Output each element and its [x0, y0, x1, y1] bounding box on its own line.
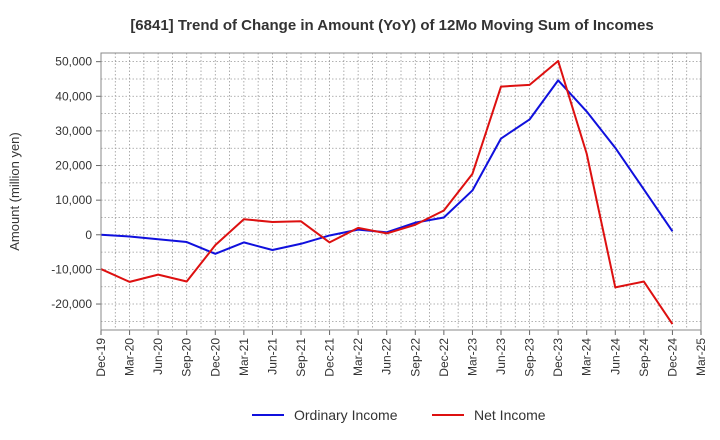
legend: Ordinary Income Net Income — [252, 407, 546, 423]
x-tick-label: Dec-24 — [665, 338, 679, 377]
x-tick-label: Sep-22 — [408, 338, 422, 377]
y-tick-label: 20,000 — [55, 159, 92, 173]
x-tick-label: Sep-23 — [523, 338, 537, 377]
y-tick-label: -20,000 — [51, 297, 92, 311]
y-tick-label: 50,000 — [55, 55, 92, 69]
plot-frame — [100, 52, 702, 331]
x-tick-label: Jun-24 — [608, 338, 622, 375]
grid — [100, 53, 702, 330]
legend-label: Ordinary Income — [294, 407, 398, 423]
x-tick-label: Mar-25 — [694, 338, 708, 376]
x-tick-label: Jun-22 — [380, 338, 394, 375]
x-tick-label: Jun-21 — [265, 338, 279, 375]
x-tick-label: Mar-21 — [237, 338, 251, 376]
y-axis-ticks: -20,000 -10,000 0 10,000 20,000 30,000 40,000 5… — [51, 55, 101, 311]
x-tick-label: Dec-21 — [323, 338, 337, 377]
x-tick-label: Jun-23 — [494, 338, 508, 375]
series-layer — [100, 59, 674, 325]
x-tick-label: Mar-24 — [580, 338, 594, 376]
x-tick-label: Mar-23 — [465, 338, 479, 376]
y-tick-label: 40,000 — [55, 89, 92, 103]
x-tick-label: Sep-20 — [180, 338, 194, 377]
x-tick-label: Dec-20 — [208, 338, 222, 377]
x-tick-label: Mar-22 — [351, 338, 365, 376]
x-tick-label: Mar-20 — [123, 338, 137, 376]
y-tick-label: 30,000 — [55, 124, 92, 138]
y-axis-label: Amount (million yen) — [7, 132, 22, 251]
x-tick-label: Dec-19 — [94, 338, 108, 377]
x-tick-label: Dec-23 — [551, 338, 565, 377]
series-line-net-income — [100, 59, 674, 325]
x-tick-label: Dec-22 — [437, 338, 451, 377]
legend-label: Net Income — [474, 407, 546, 423]
x-tick-label: Sep-21 — [294, 338, 308, 377]
x-tick-label: Sep-24 — [637, 338, 651, 377]
y-tick-label: -10,000 — [51, 262, 92, 276]
x-tick-label: Jun-20 — [151, 338, 165, 375]
y-tick-label: 10,000 — [55, 193, 92, 207]
chart-title: [6841] Trend of Change in Amount (YoY) o… — [130, 17, 653, 34]
x-axis-ticks: Dec-19 Mar-20 Jun-20 Sep-20 Dec-20 Mar-21 Jun-… — [94, 330, 708, 377]
y-tick-label: 0 — [85, 228, 92, 242]
